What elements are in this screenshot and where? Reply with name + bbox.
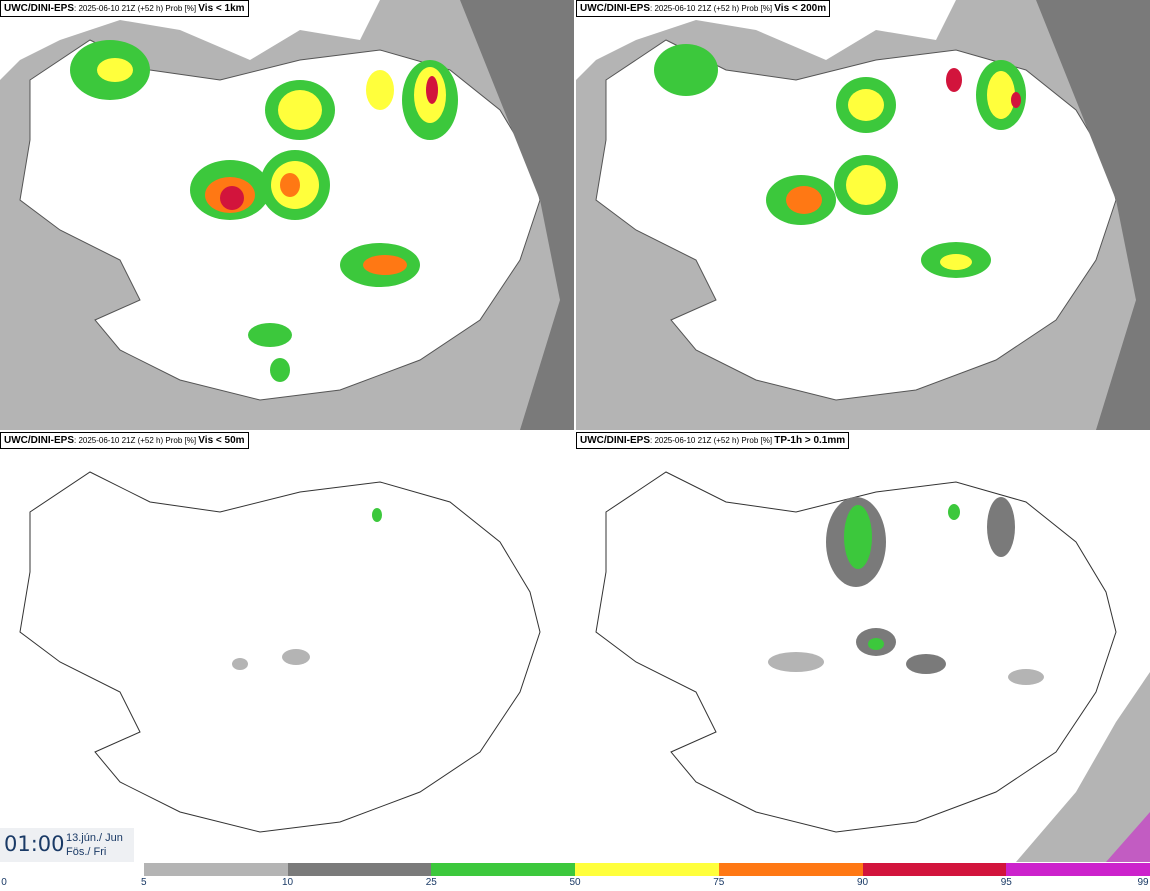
colorbar-segment xyxy=(718,863,863,876)
valid-date: 13.jún./ Jun xyxy=(66,832,123,844)
panel-title: UWC/DINI-EPS: 2025-06-10 21Z (+52 h) Pro… xyxy=(576,0,831,17)
valid-time: 01:00 xyxy=(4,832,65,856)
colorbar-tick-label: 90 xyxy=(856,877,869,888)
panel-title: UWC/DINI-EPS: 2025-06-10 21Z (+52 h) Pro… xyxy=(576,432,850,449)
panel-vis-1km: UWC/DINI-EPS: 2025-06-10 21Z (+52 h) Pro… xyxy=(0,0,574,430)
colorbar-tick-label: 10 xyxy=(281,877,294,888)
panel-vis-50m: UWC/DINI-EPS: 2025-06-10 21Z (+52 h) Pro… xyxy=(0,432,574,862)
valid-time-box: 01:00 13.jún./ Jun Fös./ Fri xyxy=(0,828,134,862)
colorbar-tick-label: 5 xyxy=(140,877,147,888)
panel-tp-1h: UWC/DINI-EPS: 2025-06-10 21Z (+52 h) Pro… xyxy=(576,432,1150,862)
colorbar-segment xyxy=(287,863,432,876)
iceland-map-icon xyxy=(0,432,574,862)
colorbar-segment xyxy=(431,863,575,876)
colorbar-tick-label: 25 xyxy=(425,877,437,888)
colorbar-tick-label: 99 xyxy=(1137,877,1149,888)
colorbar-tick-label: 75 xyxy=(713,877,725,888)
colorbar-segment xyxy=(575,863,719,876)
colorbar-segment xyxy=(0,863,144,876)
colorbar-tick-label: 50 xyxy=(569,877,581,888)
iceland-map-icon xyxy=(576,432,1150,862)
colorbar-segment xyxy=(862,863,1007,876)
colorbar-tick-label: 95 xyxy=(1000,877,1012,888)
colorbar-segment xyxy=(143,863,288,876)
panel-title: UWC/DINI-EPS: 2025-06-10 21Z (+52 h) Pro… xyxy=(0,0,249,17)
valid-day: Fös./ Fri xyxy=(66,846,107,858)
colorbar-tick-label: 0 xyxy=(1,877,7,888)
colorbar: 0 5 10 25 50 75 90 95 99 xyxy=(0,862,1150,891)
iceland-map-icon xyxy=(0,0,574,430)
panel-title: UWC/DINI-EPS: 2025-06-10 21Z (+52 h) Pro… xyxy=(0,432,249,449)
panel-vis-200m: UWC/DINI-EPS: 2025-06-10 21Z (+52 h) Pro… xyxy=(576,0,1150,430)
iceland-map-icon xyxy=(576,0,1150,430)
colorbar-segment xyxy=(1006,863,1150,876)
